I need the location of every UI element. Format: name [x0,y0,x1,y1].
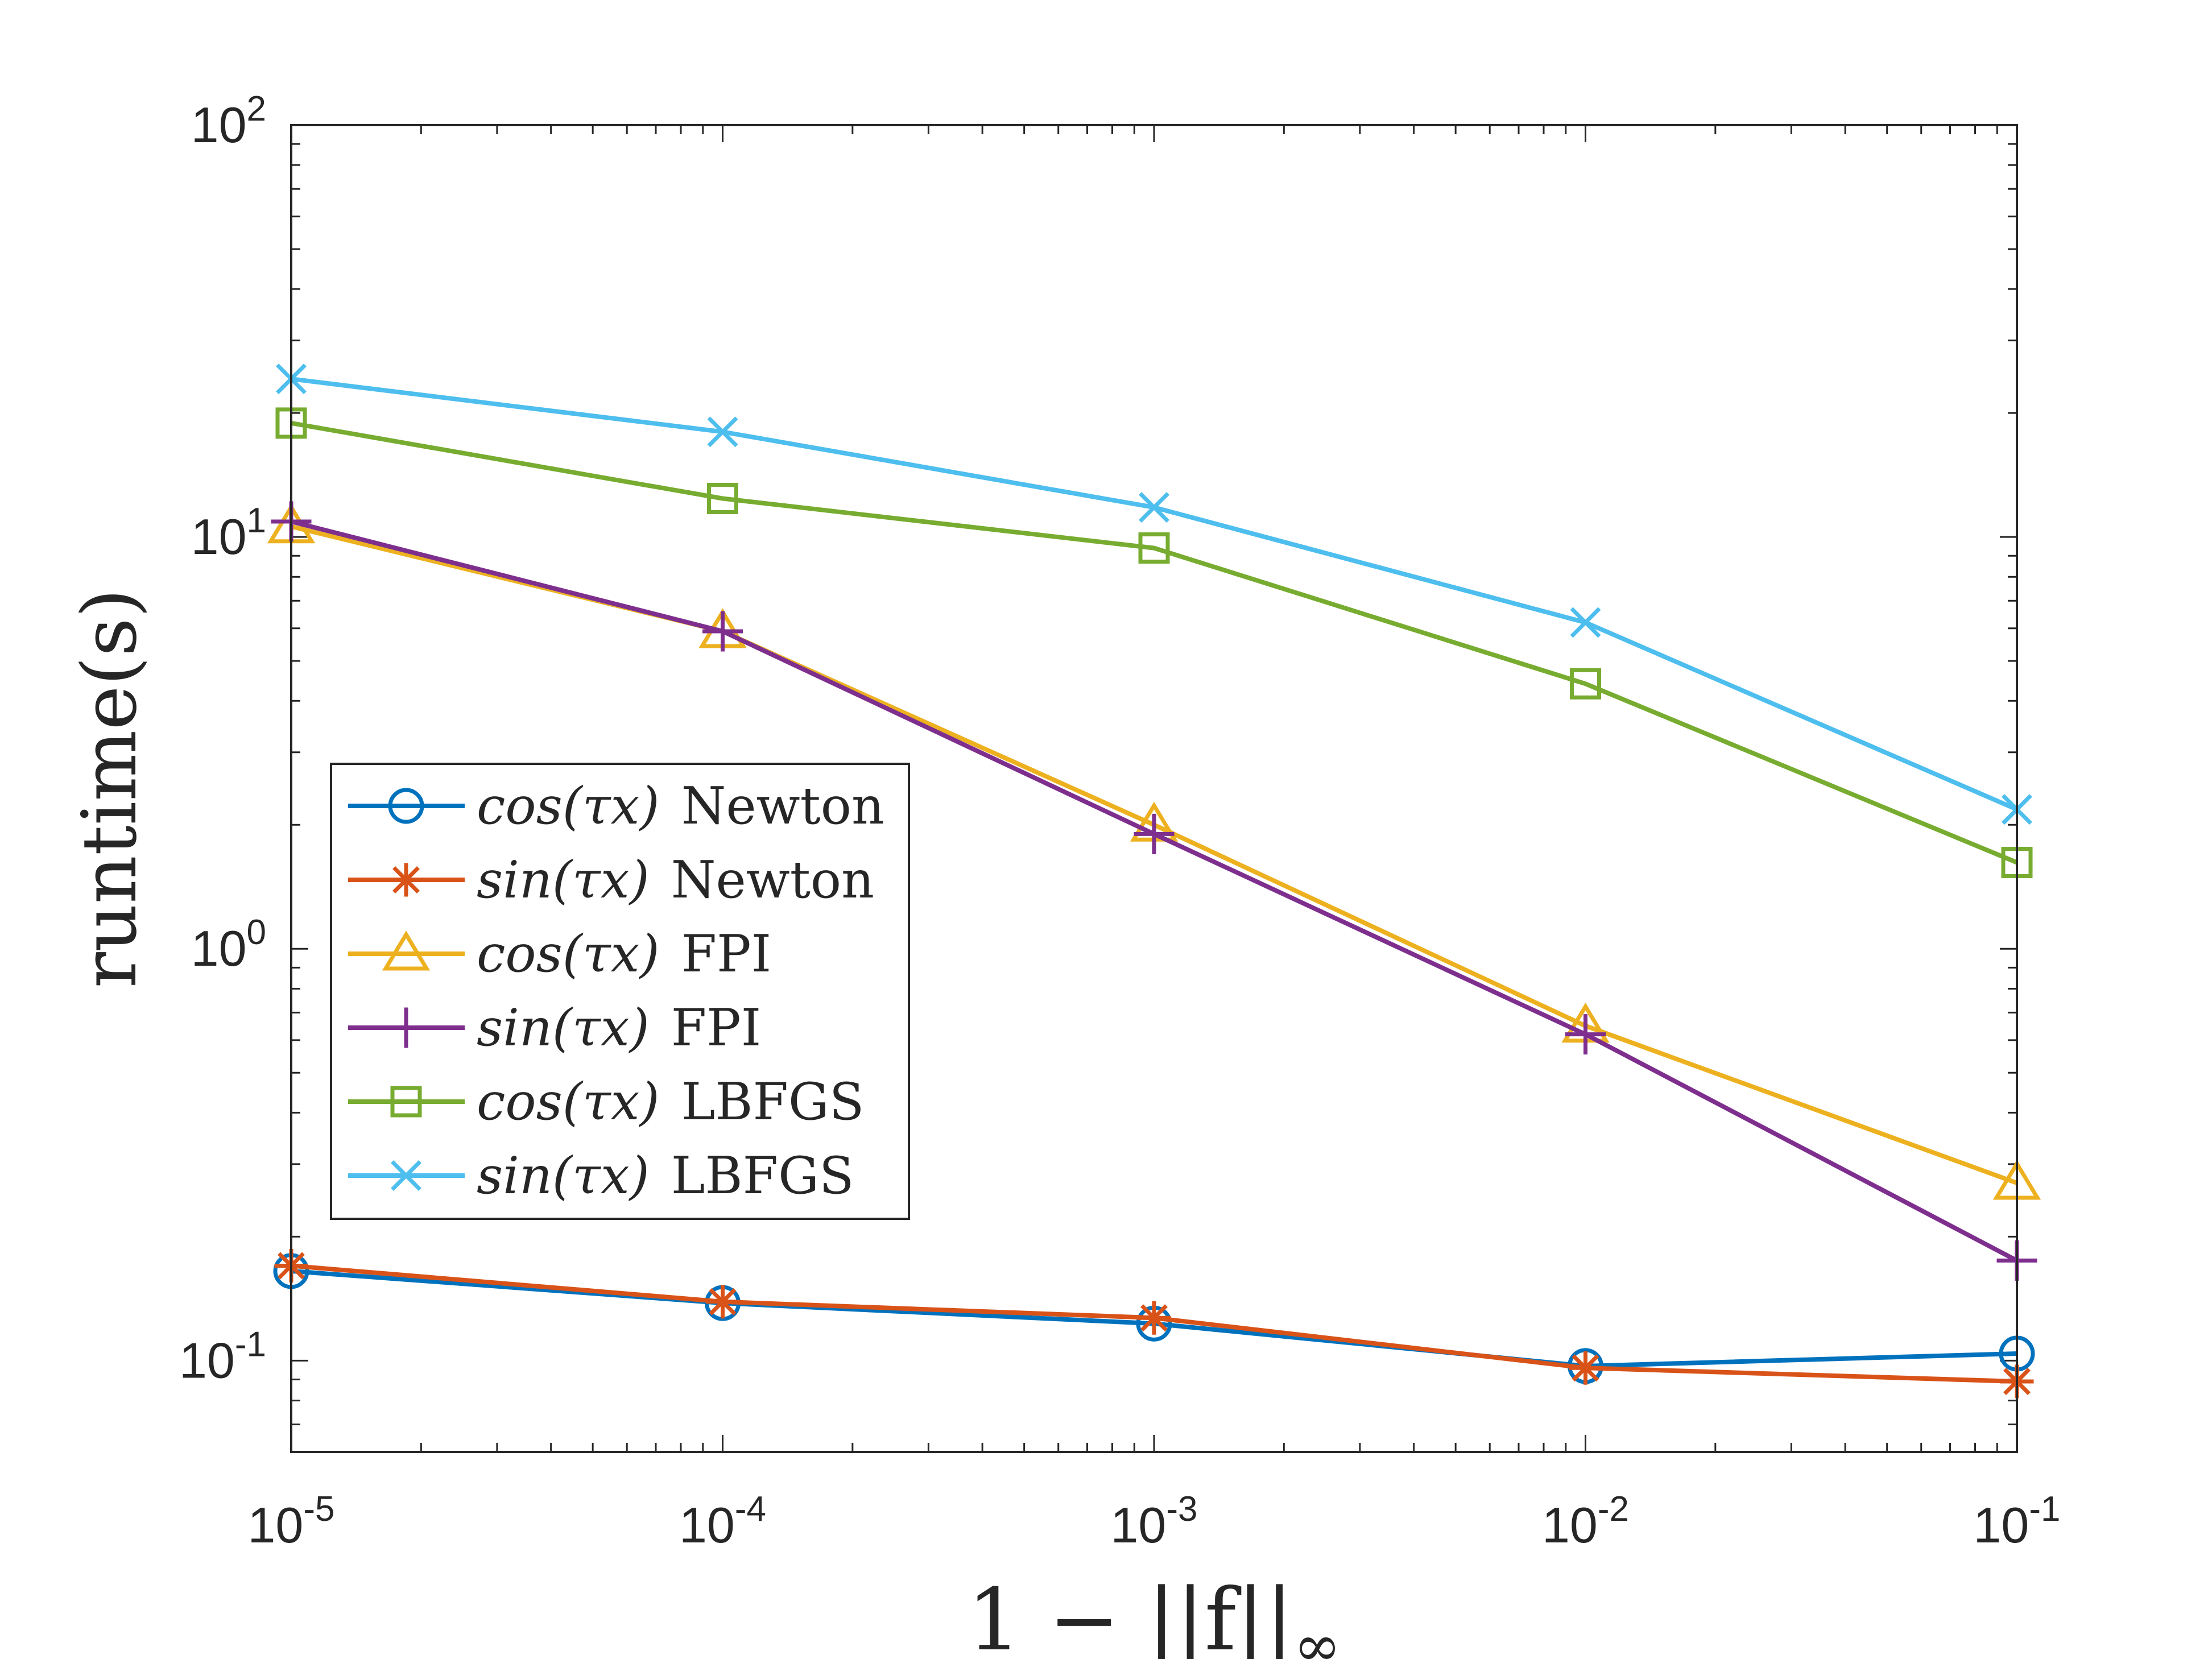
x-tick-exponent: -3 [1166,1490,1197,1529]
legend-label: sin(τx) Newton [477,850,874,910]
data-point [1138,532,1170,564]
x-tick-label: 10-4 [679,1490,766,1553]
x-tick-base: 10 [1542,1497,1598,1553]
legend-entry: sin(τx) FPI [348,998,761,1058]
legend-function: sin(τx) [477,998,650,1058]
legend-method: LBFGS [681,1072,865,1132]
legend-method: FPI [671,998,762,1058]
x-tick-labels: 10-5 10-4 10-3 10-2 10-1 [247,1490,2060,1553]
legend-function: sin(τx) [477,1146,650,1206]
data-point [706,1285,739,1319]
y-tick-label: 101 [191,501,266,565]
y-tick-base: 10 [191,97,247,153]
legend-label: cos(τx) LBFGS [477,1072,864,1132]
legend-marker [382,930,431,971]
legend-entry: cos(τx) FPI [348,924,771,984]
x-tick-label: 10-2 [1542,1490,1629,1553]
data-point [1565,1014,1606,1055]
data-point [1570,607,1601,638]
legend-marker [389,863,423,897]
legend-method: Newton [681,776,884,836]
legend-label: cos(τx) FPI [477,924,771,984]
y-tick-label: 102 [191,89,266,153]
data-point [707,416,738,448]
x-tick-exponent: -5 [303,1490,334,1529]
data-point [1139,492,1169,523]
legend-method: LBFGS [671,1146,854,1206]
legend-label: sin(τx) FPI [477,998,761,1058]
x-tick-label: 10-3 [1110,1490,1197,1553]
series-line [291,420,2018,865]
data-point [1570,668,1601,700]
legend-marker [386,1007,427,1048]
x-axis-title-main: 1 − ||f|| [967,1571,1293,1659]
data-point [1569,1351,1602,1385]
legend-marker [390,1086,422,1118]
x-tick-base: 10 [1973,1497,2029,1553]
x-tick-base: 10 [679,1497,735,1553]
legend-entry: sin(τx) Newton [348,850,874,910]
y-tick-exponent: 2 [247,89,266,129]
legend-entry: cos(τx) LBFGS [348,1072,864,1132]
y-axis-title: runtime(s) [66,589,154,988]
x-axis-title-subscript: ∞ [1293,1612,1341,1659]
legend-function: sin(τx) [477,850,650,910]
legend-marker [388,788,424,824]
legend-label: cos(τx) Newton [477,776,884,836]
x-tick-label: 10-1 [1973,1490,2060,1553]
y-tick-exponent: -1 [235,1325,266,1364]
legend-function: cos(τx) [477,924,660,984]
y-tick-label: 10-1 [179,1325,266,1388]
legend-marker [391,1160,421,1191]
legend-box [330,763,910,1220]
legend-label: sin(τx) LBFGS [477,1146,854,1206]
series-4 [275,407,2033,879]
y-tick-base: 10 [191,508,247,565]
y-tick-base: 10 [191,920,247,977]
y-tick-exponent: 1 [247,501,266,540]
legend-entry: cos(τx) Newton [348,776,884,836]
x-tick-exponent: -1 [2029,1490,2060,1529]
data-point [1134,813,1175,854]
legend-entry: sin(τx) LBFGS [348,1146,854,1206]
data-point [1137,1301,1171,1335]
data-point [702,611,743,652]
y-tick-label: 100 [191,913,266,977]
y-tick-base: 10 [179,1332,235,1388]
x-axis-title: 1 − ||f||∞ [967,1571,1341,1659]
x-tick-exponent: -2 [1598,1490,1629,1529]
plot-area-frame [290,124,2018,1453]
y-tick-exponent: 0 [247,913,266,952]
legend-method: Newton [671,850,874,910]
legend-function: cos(τx) [477,776,660,836]
legend-method: FPI [681,924,772,984]
data-point [707,482,738,514]
x-tick-base: 10 [247,1497,303,1553]
x-tick-exponent: -4 [735,1490,766,1529]
x-tick-label: 10-5 [247,1490,334,1553]
legend-function: cos(τx) [477,1072,660,1132]
x-tick-base: 10 [1110,1497,1166,1553]
